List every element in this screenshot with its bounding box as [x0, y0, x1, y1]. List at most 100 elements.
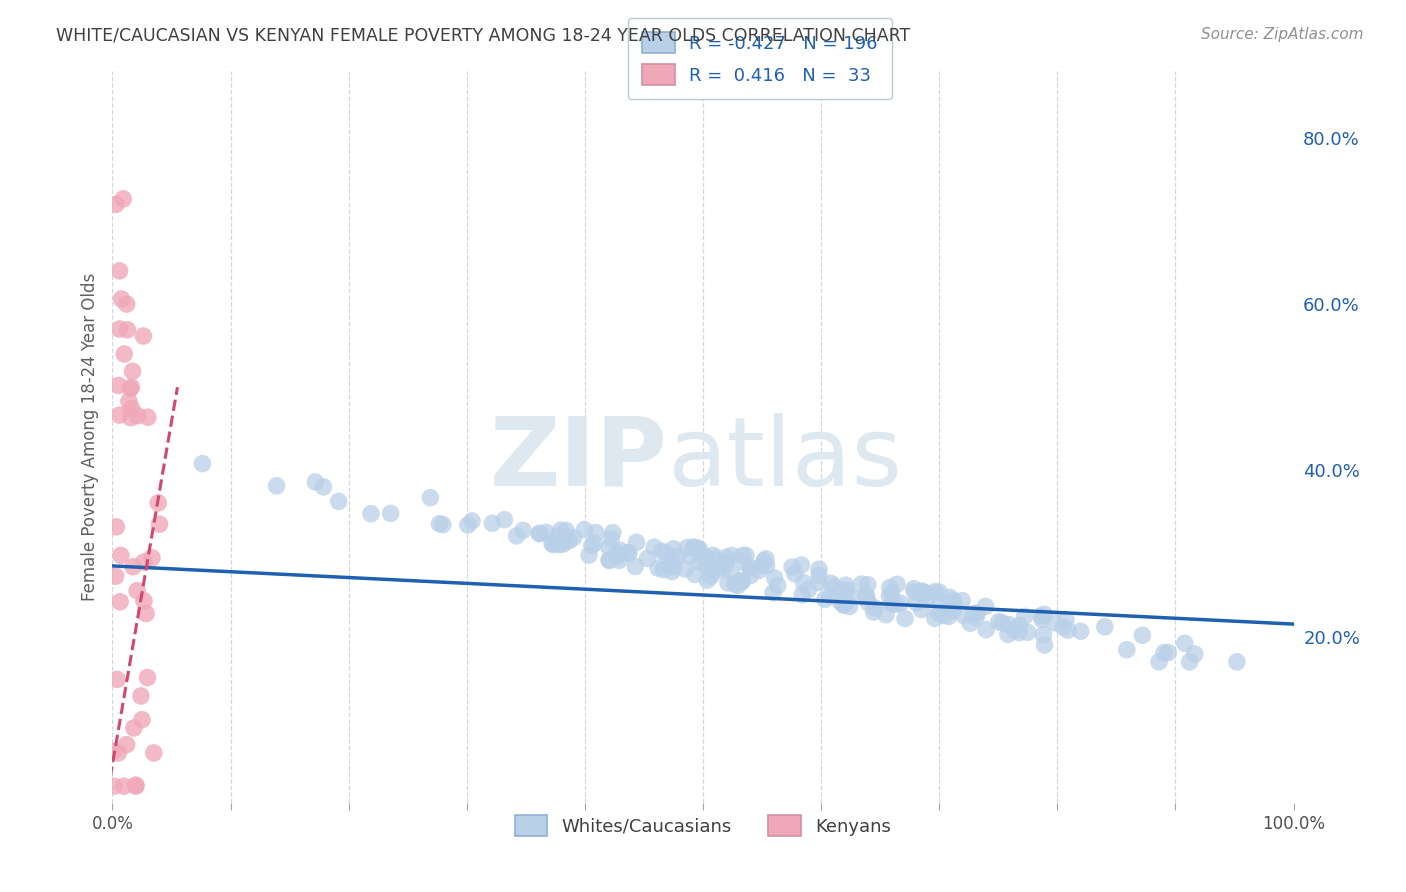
Point: [862, 605, 884, 619]
Point: [1147, 655, 1170, 669]
Point: [1132, 628, 1154, 642]
Point: [104, 569, 127, 583]
Point: [755, 558, 778, 573]
Point: [682, 540, 704, 554]
Point: [637, 551, 659, 566]
Point: [863, 601, 886, 615]
Y-axis label: Female Poverty Among 18-24 Year Olds: Female Poverty Among 18-24 Year Olds: [80, 273, 98, 601]
Point: [910, 586, 932, 600]
Point: [110, 549, 132, 563]
Point: [122, 721, 145, 735]
Point: [797, 582, 820, 597]
Point: [676, 541, 699, 555]
Point: [110, 292, 132, 306]
Point: [598, 553, 620, 567]
Point: [856, 577, 879, 591]
Point: [191, 457, 214, 471]
Point: [1043, 615, 1066, 630]
Point: [148, 517, 170, 532]
Point: [929, 596, 952, 610]
Point: [135, 607, 157, 621]
Point: [581, 539, 603, 553]
Point: [875, 607, 897, 622]
Point: [716, 550, 738, 565]
Point: [912, 587, 935, 601]
Point: [706, 564, 728, 578]
Point: [481, 516, 503, 531]
Point: [763, 571, 786, 585]
Point: [1178, 655, 1201, 669]
Point: [1029, 608, 1052, 623]
Point: [959, 616, 981, 631]
Point: [529, 526, 551, 541]
Point: [824, 580, 846, 594]
Point: [655, 546, 678, 560]
Point: [1153, 646, 1175, 660]
Point: [740, 560, 762, 574]
Point: [807, 575, 830, 590]
Point: [120, 410, 142, 425]
Point: [932, 608, 955, 623]
Point: [838, 599, 860, 614]
Point: [105, 520, 128, 534]
Point: [626, 535, 648, 549]
Point: [751, 558, 773, 573]
Point: [997, 617, 1019, 632]
Point: [148, 496, 170, 510]
Point: [894, 611, 917, 625]
Point: [624, 559, 647, 574]
Point: [938, 609, 960, 624]
Point: [132, 594, 155, 608]
Point: [730, 574, 752, 589]
Point: [136, 671, 159, 685]
Point: [1033, 607, 1056, 622]
Point: [839, 589, 862, 603]
Point: [716, 556, 738, 570]
Point: [700, 561, 723, 575]
Point: [941, 601, 963, 615]
Point: [574, 523, 596, 537]
Point: [132, 555, 155, 569]
Point: [1157, 646, 1180, 660]
Point: [974, 623, 997, 637]
Text: WHITE/CAUCASIAN VS KENYAN FEMALE POVERTY AMONG 18-24 YEAR OLDS CORRELATION CHART: WHITE/CAUCASIAN VS KENYAN FEMALE POVERTY…: [56, 27, 911, 45]
Point: [598, 541, 620, 555]
Point: [886, 577, 908, 591]
Point: [835, 583, 858, 598]
Point: [783, 566, 806, 581]
Point: [974, 599, 997, 614]
Point: [598, 553, 620, 567]
Point: [780, 560, 803, 574]
Point: [879, 590, 901, 604]
Point: [122, 559, 145, 574]
Point: [555, 524, 578, 538]
Point: [730, 574, 752, 588]
Point: [792, 588, 814, 602]
Point: [790, 558, 813, 572]
Point: [689, 555, 711, 569]
Point: [942, 596, 965, 610]
Point: [905, 596, 928, 610]
Point: [1017, 625, 1039, 640]
Point: [1031, 612, 1053, 626]
Point: [617, 546, 640, 560]
Point: [851, 577, 873, 591]
Point: [720, 549, 742, 563]
Point: [1070, 624, 1092, 639]
Point: [952, 608, 974, 623]
Point: [609, 543, 631, 558]
Point: [832, 598, 855, 612]
Point: [734, 556, 756, 570]
Point: [793, 575, 815, 590]
Point: [717, 576, 740, 591]
Point: [600, 532, 623, 546]
Point: [127, 583, 149, 598]
Point: [834, 598, 856, 612]
Point: [120, 380, 142, 394]
Point: [643, 540, 665, 554]
Point: [910, 602, 932, 616]
Point: [808, 568, 831, 582]
Point: [731, 574, 754, 589]
Point: [432, 517, 454, 532]
Point: [1008, 618, 1031, 632]
